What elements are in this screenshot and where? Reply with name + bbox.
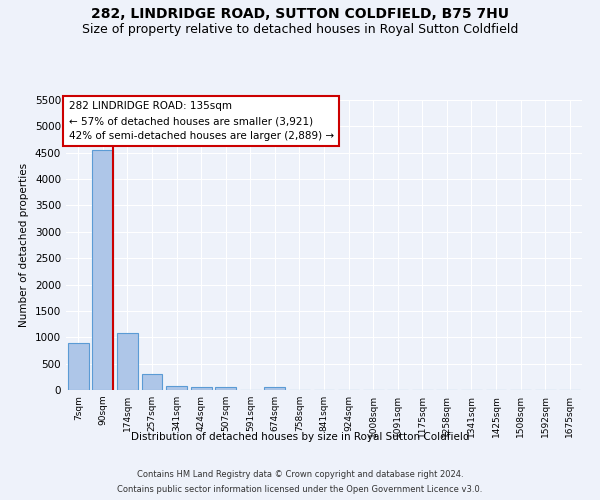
Bar [166, 386, 187, 390]
Text: Contains HM Land Registry data © Crown copyright and database right 2024.: Contains HM Land Registry data © Crown c… [137, 470, 463, 479]
Bar [92, 150, 113, 390]
Text: Contains public sector information licensed under the Open Government Licence v3: Contains public sector information licen… [118, 485, 482, 494]
Text: 282 LINDRIDGE ROAD: 135sqm
← 57% of detached houses are smaller (3,921)
42% of s: 282 LINDRIDGE ROAD: 135sqm ← 57% of deta… [68, 102, 334, 141]
Bar [142, 374, 163, 390]
Bar [191, 387, 212, 390]
Text: Distribution of detached houses by size in Royal Sutton Coldfield: Distribution of detached houses by size … [131, 432, 469, 442]
Bar [265, 387, 286, 390]
Text: Size of property relative to detached houses in Royal Sutton Coldfield: Size of property relative to detached ho… [82, 22, 518, 36]
Bar [215, 387, 236, 390]
Y-axis label: Number of detached properties: Number of detached properties [19, 163, 29, 327]
Bar [68, 342, 89, 390]
Text: 282, LINDRIDGE ROAD, SUTTON COLDFIELD, B75 7HU: 282, LINDRIDGE ROAD, SUTTON COLDFIELD, B… [91, 8, 509, 22]
Bar [117, 333, 138, 390]
